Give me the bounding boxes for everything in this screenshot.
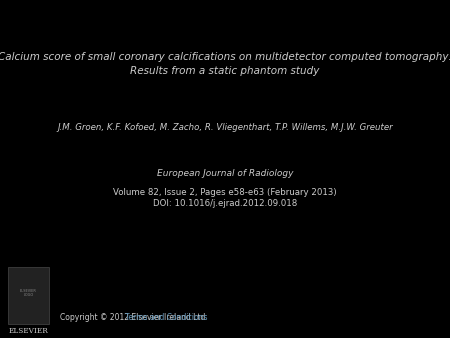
FancyBboxPatch shape <box>8 267 49 324</box>
Text: J.M. Groen, K.F. Kofoed, M. Zacho, R. Vliegenthart, T.P. Willems, M.J.W. Greuter: J.M. Groen, K.F. Kofoed, M. Zacho, R. Vl… <box>57 123 393 132</box>
Text: Terms and Conditions: Terms and Conditions <box>125 313 207 321</box>
Text: ELSEVIER: ELSEVIER <box>9 327 48 335</box>
Text: Volume 82, Issue 2, Pages e58-e63 (February 2013)
DOI: 10.1016/j.ejrad.2012.09.0: Volume 82, Issue 2, Pages e58-e63 (Febru… <box>113 188 337 209</box>
Text: Calcium score of small coronary calcifications on multidetector computed tomogra: Calcium score of small coronary calcific… <box>0 52 450 76</box>
Text: Copyright © 2012 Elsevier Ireland Ltd: Copyright © 2012 Elsevier Ireland Ltd <box>60 313 207 321</box>
Text: European Journal of Radiology: European Journal of Radiology <box>157 169 293 178</box>
Text: ELSEVIER
LOGO: ELSEVIER LOGO <box>20 289 37 297</box>
